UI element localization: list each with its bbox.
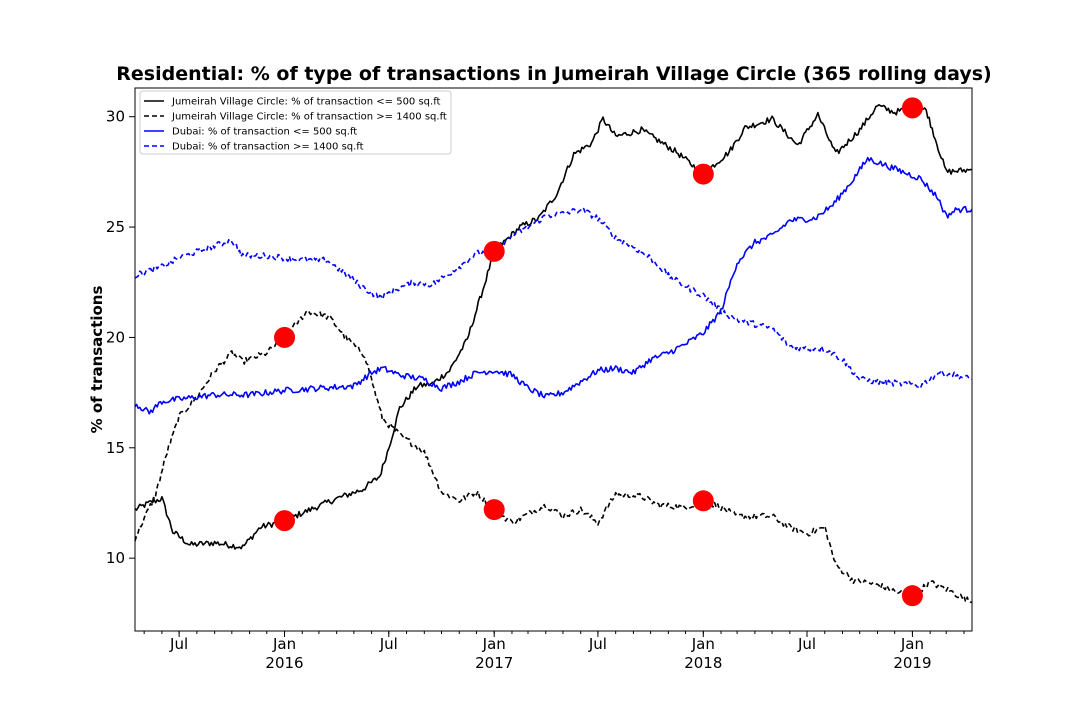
- x-tick-label: Jan: [900, 635, 924, 653]
- series-line-3: [135, 156, 972, 415]
- y-tick-label: 30: [106, 108, 125, 126]
- legend-entry-3: Dubai: % of transaction <= 500 sq.ft: [172, 127, 357, 138]
- y-tick-label: 25: [106, 218, 125, 236]
- chart-title: Residential: % of type of transactions i…: [116, 63, 991, 85]
- x-tick-year-label: 2017: [475, 654, 513, 672]
- series-line-4: [135, 207, 972, 390]
- legend-box: [139, 90, 452, 155]
- legend-entry-1: Jumeirah Village Circle: % of transactio…: [171, 97, 441, 108]
- x-tick-label: Jul: [379, 635, 398, 653]
- x-tick-label: Jan: [272, 635, 296, 653]
- x-tick-year-label: 2016: [265, 654, 303, 672]
- legend-entry-4: Dubai: % of transaction >= 1400 sq.ft: [172, 142, 364, 153]
- series-line-1: [135, 104, 972, 550]
- x-tick-label: Jul: [797, 635, 816, 653]
- highlight-marker-8: [901, 585, 923, 607]
- series-layer: [135, 104, 972, 604]
- x-tick-label: Jul: [588, 635, 607, 653]
- legend-entry-2: Jumeirah Village Circle: % of transactio…: [171, 112, 447, 123]
- highlight-marker-1: [274, 326, 296, 348]
- marker-layer: [274, 97, 923, 607]
- highlight-marker-4: [483, 499, 505, 521]
- series-line-2: [135, 309, 972, 604]
- legend: Jumeirah Village Circle: % of transactio…: [139, 90, 452, 155]
- highlight-marker-2: [274, 510, 296, 532]
- plot-frame: [134, 87, 973, 632]
- x-tick-year-label: 2018: [684, 654, 722, 672]
- y-axis-label: % of transactions: [88, 286, 106, 434]
- y-tick-label: 15: [106, 439, 125, 457]
- x-tick-label: Jan: [482, 635, 506, 653]
- y-tick-label: 20: [106, 328, 125, 346]
- highlight-marker-5: [692, 163, 714, 185]
- highlight-marker-7: [901, 97, 923, 119]
- highlight-marker-3: [483, 240, 505, 262]
- x-tick-label: Jan: [691, 635, 715, 653]
- x-tick-label: Jul: [169, 635, 188, 653]
- highlight-marker-6: [692, 490, 714, 512]
- x-tick-year-label: 2019: [893, 654, 931, 672]
- y-axis: 10 15 20 25 30: [106, 108, 135, 567]
- y-tick-label: 10: [106, 549, 125, 567]
